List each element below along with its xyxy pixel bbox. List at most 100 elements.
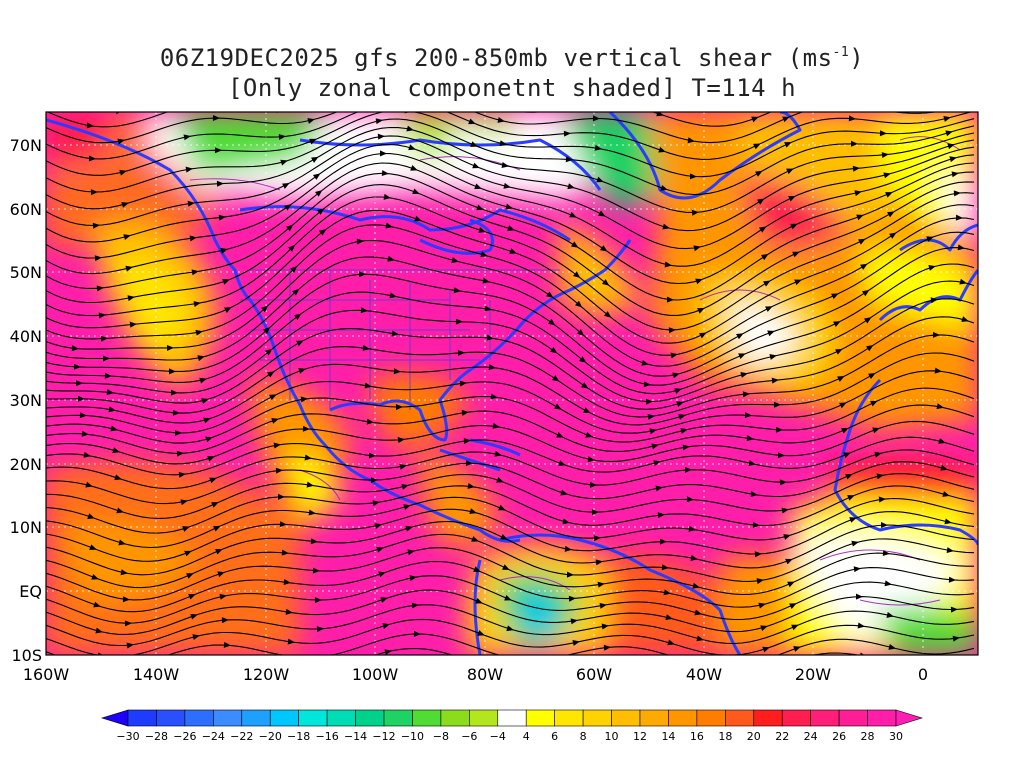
streamline-arrow [455,318,463,325]
streamline-arrow [403,504,411,511]
streamline-arrow [221,617,229,624]
streamline-arrow [89,544,97,550]
streamline-arrow [211,502,219,508]
streamline-arrow [666,296,674,303]
streamline-arrow [213,525,221,532]
streamline-arrow [691,209,699,216]
streamline-arrow [684,466,692,473]
streamline-arrow [573,271,581,278]
streamline-arrow [944,518,952,525]
streamline-arrow [486,334,494,341]
lat-label: EQ [19,582,42,601]
streamline-arrow [604,311,612,318]
colorbar-swatch [867,709,897,727]
streamline-arrow [932,331,940,338]
streamline-arrow [186,573,194,579]
streamline-arrow [168,368,176,375]
streamline-arrow [645,398,653,405]
streamline-arrow [385,222,393,229]
streamline-arrow [471,536,479,542]
streamline-arrow [312,567,320,574]
streamline-arrow [405,525,413,532]
streamline-arrow [181,103,189,110]
colorbar-swatch [469,709,499,727]
streamline-arrow [106,389,114,396]
streamline-arrow [667,639,675,646]
streamline-arrow [319,229,327,236]
streamline-arrow [108,406,116,413]
colorbar-label: 26 [832,730,846,743]
streamline-arrow [856,214,864,221]
streamline-arrow [188,593,196,600]
streamline-arrow [190,613,198,620]
streamline-arrow [211,85,218,91]
streamline-arrow [884,580,892,587]
streamline-arrow [114,474,122,481]
streamline-arrow [201,398,209,404]
streamline-arrow [672,372,680,379]
streamline-arrow [859,652,867,655]
streamline-arrow [694,609,702,616]
streamline-arrow [785,558,793,565]
streamline-arrow [755,170,763,177]
streamline-arrow [647,413,655,420]
streamline-arrow [680,428,688,434]
streamline [46,112,974,160]
streamline-arrow [195,329,203,336]
colorbar-swatch [639,709,669,727]
streamline-arrow [395,404,403,411]
streamline-arrow [292,288,300,296]
streamline-arrow [401,70,408,76]
colorbar-label: −10 [401,730,424,743]
streamline-arrow [207,455,215,462]
streamline-arrow [407,549,415,556]
streamline-arrow [480,251,488,258]
streamline-arrow [100,335,108,342]
streamline [46,449,975,490]
streamline [46,633,975,655]
streamline-arrow [307,118,315,124]
streamline-arrow [126,642,134,649]
streamline-arrow [833,321,841,328]
streamline-arrow [379,150,387,157]
streamline [46,508,975,562]
streamline-arrow [118,539,126,546]
streamline-arrow [88,155,96,162]
streamline-arrow [465,460,473,467]
streamline [46,404,975,454]
streamline-arrow [860,263,868,270]
colorbar-swatch [184,709,214,727]
streamline-arrow [558,460,566,466]
colorbar-label: −18 [287,730,310,743]
streamline-arrow [408,144,416,151]
streamline-arrow [478,227,486,233]
streamline-arrow [596,176,604,183]
streamline-arrow [567,183,575,190]
colorbar: −30 −28 −26 −24 −22 −20 −18 −16 −14 −12 −10 −8 −6 −4 4… [100,709,924,743]
streamline-arrow [216,180,224,187]
lon-label: 20W [795,665,831,684]
colorbar-label: 10 [605,730,619,743]
streamline-arrow [494,450,502,457]
streamline-arrow [315,190,323,197]
streamline-arrow [71,345,79,352]
colorbar-swatch [127,709,157,727]
streamline-arrow [469,508,477,514]
streamline-arrow [689,173,697,180]
streamline-arrow [220,247,228,254]
streamline-arrow [788,195,796,202]
streamline-arrow [273,442,281,449]
streamline [46,112,975,178]
streamline-arrow [758,602,766,609]
colorbar-label: 6 [551,730,558,743]
streamline-arrow [843,452,851,459]
streamline [46,298,975,403]
streamline-arrow [453,287,461,294]
streamline-arrow [75,380,83,387]
streamline-arrow [166,345,174,352]
colorbar-min-arrow [100,709,129,727]
streamline-arrow [744,412,752,419]
streamline-arrow [759,226,767,233]
colorbar-swatch [156,709,186,727]
streamline-arrow [281,549,289,556]
